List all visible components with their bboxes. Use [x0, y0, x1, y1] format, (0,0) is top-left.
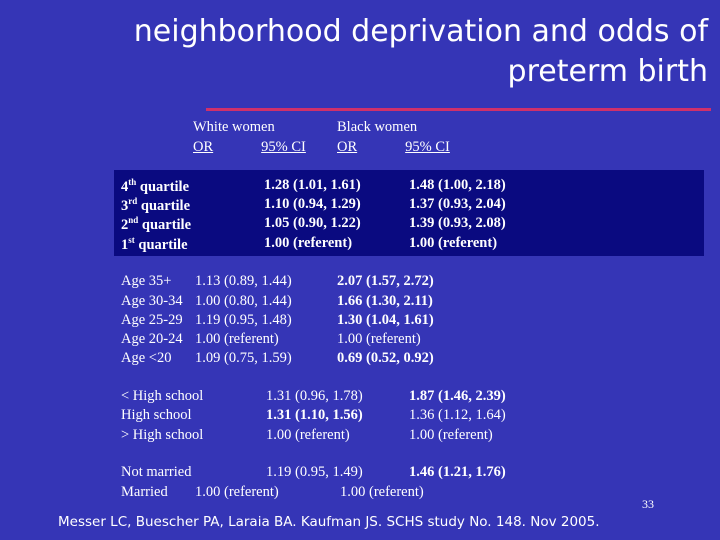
- education-label: High school: [121, 407, 192, 423]
- age-label: Age 35+: [121, 273, 172, 289]
- marital-white-value: 1.00 (referent): [195, 484, 279, 500]
- slide-title-line1: neighborhood deprivation and odds of: [133, 14, 708, 49]
- quartile-label: 3rd quartile: [121, 196, 191, 214]
- marital-black-value: 1.00 (referent): [340, 484, 424, 500]
- quartile-black-value: 1.39 (0.93, 2.08): [409, 215, 506, 231]
- age-black-value: 1.66 (1.30, 2.11): [337, 293, 433, 309]
- quartile-black-value: 1.37 (0.93, 2.04): [409, 196, 506, 212]
- quartile-white-value: 1.05 (0.90, 1.22): [264, 215, 361, 231]
- age-label: Age 30-34: [121, 293, 183, 309]
- education-label: > High school: [121, 427, 204, 443]
- marital-label: Married: [121, 484, 168, 500]
- quartile-white-value: 1.10 (0.94, 1.29): [264, 196, 361, 212]
- marital-black-value: 1.46 (1.21, 1.76): [409, 464, 506, 480]
- age-white-value: 1.00 (0.80, 1.44): [195, 293, 292, 309]
- education-label: < High school: [121, 388, 204, 404]
- quartile-label: 4th quartile: [121, 177, 190, 195]
- title-underline-rule: [206, 108, 711, 111]
- header-black-women: Black women: [337, 119, 418, 135]
- age-black-value: 0.69 (0.52, 0.92): [337, 350, 434, 366]
- marital-white-value: 1.19 (0.95, 1.49): [266, 464, 363, 480]
- quartile-label: 2nd quartile: [121, 215, 192, 233]
- age-black-value: 1.30 (1.04, 1.61): [337, 312, 434, 328]
- age-white-value: 1.19 (0.95, 1.48): [195, 312, 292, 328]
- slide-title-line2: preterm birth: [507, 54, 708, 89]
- header-white-or-ci: OR 95% CI: [193, 139, 317, 156]
- header-black-or-ci: OR 95% CI: [337, 139, 483, 156]
- citation-footer: Messer LC, Buescher PA, Laraia BA. Kaufm…: [58, 514, 600, 530]
- quartile-panel: [114, 170, 704, 256]
- header-black-or: OR: [337, 139, 358, 155]
- quartile-label: 1st quartile: [121, 235, 188, 253]
- age-white-value: 1.13 (0.89, 1.44): [195, 273, 292, 289]
- education-white-value: 1.31 (0.96, 1.78): [266, 388, 363, 404]
- slide-title: neighborhood deprivation and odds of pre…: [28, 12, 708, 92]
- header-white-ci: 95% CI: [261, 139, 306, 155]
- age-white-value: 1.00 (referent): [195, 331, 279, 347]
- age-black-value: 1.00 (referent): [337, 331, 421, 347]
- age-label: Age <20: [121, 350, 172, 366]
- quartile-black-value: 1.00 (referent): [409, 235, 498, 251]
- age-label: Age 25-29: [121, 312, 183, 328]
- header-white-women: White women: [193, 119, 275, 135]
- age-white-value: 1.09 (0.75, 1.59): [195, 350, 292, 366]
- education-black-value: 1.00 (referent): [409, 427, 493, 443]
- education-black-value: 1.36 (1.12, 1.64): [409, 407, 506, 423]
- education-black-value: 1.87 (1.46, 2.39): [409, 388, 506, 404]
- age-black-value: 2.07 (1.57, 2.72): [337, 273, 434, 289]
- education-white-value: 1.31 (1.10, 1.56): [266, 407, 363, 423]
- marital-label: Not married: [121, 464, 192, 480]
- age-label: Age 20-24: [121, 331, 183, 347]
- header-white-or: OR: [193, 139, 214, 155]
- header-black-ci: 95% CI: [405, 139, 450, 155]
- quartile-white-value: 1.28 (1.01, 1.61): [264, 177, 361, 193]
- quartile-black-value: 1.48 (1.00, 2.18): [409, 177, 506, 193]
- quartile-white-value: 1.00 (referent): [264, 235, 353, 251]
- education-white-value: 1.00 (referent): [266, 427, 350, 443]
- page-number: 33: [642, 497, 654, 511]
